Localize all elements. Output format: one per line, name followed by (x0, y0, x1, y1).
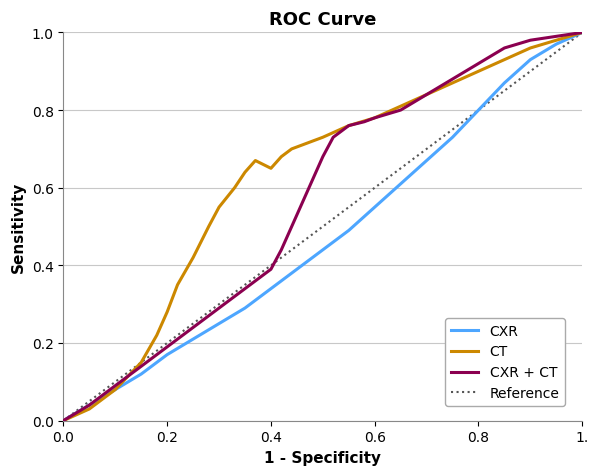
Title: ROC Curve: ROC Curve (269, 11, 377, 29)
Legend: CXR, CT, CXR + CT, Reference: CXR, CT, CXR + CT, Reference (445, 318, 565, 406)
Y-axis label: Sensitivity: Sensitivity (11, 181, 26, 273)
X-axis label: 1 - Specificity: 1 - Specificity (265, 450, 382, 465)
